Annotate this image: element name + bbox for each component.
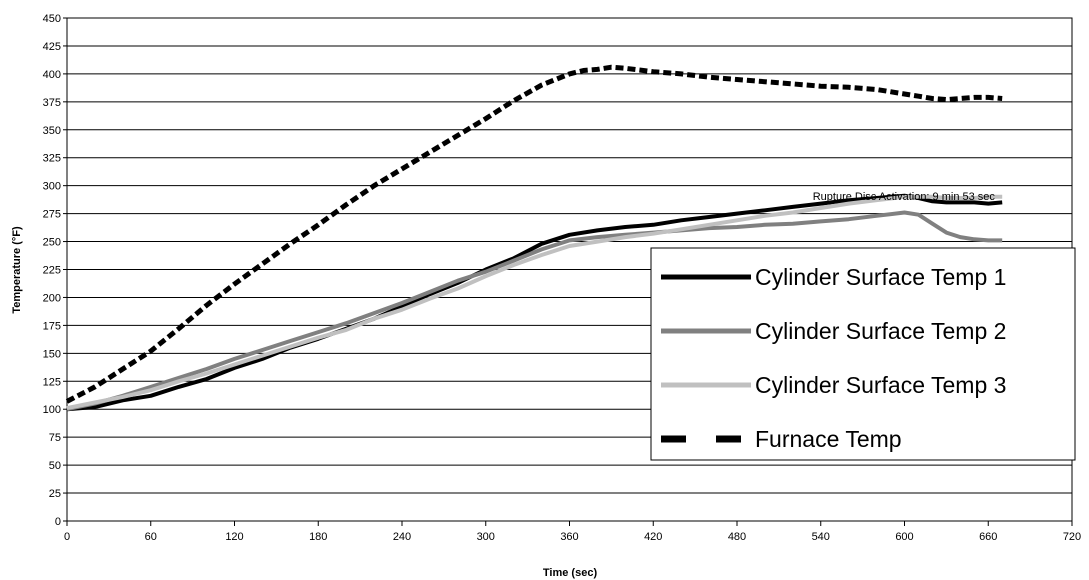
y-tick-label: 125: [43, 376, 61, 388]
y-tick-label: 300: [43, 181, 61, 193]
y-tick-label: 150: [43, 348, 61, 360]
x-tick-label: 240: [393, 531, 411, 543]
x-tick-label: 480: [728, 531, 746, 543]
series-line-2: [66, 210, 1003, 412]
legend-label-4: Furnace Temp: [755, 426, 902, 452]
x-axis: 0 60 120 180 240 300 360 420 480 540 600 660 720: [64, 521, 1081, 543]
x-tick-label: 120: [225, 531, 243, 543]
x-tick-label: 600: [895, 531, 913, 543]
legend-label-1: Cylinder Surface Temp 1: [755, 264, 1006, 290]
y-axis: 0 25 50 75 100 125 150 175 200 225 250 275 300 325 350…: [43, 13, 67, 528]
y-tick-label: 425: [43, 41, 61, 53]
y-tick-label: 200: [43, 292, 61, 304]
legend-box: [650, 247, 1076, 461]
y-tick-label: 250: [43, 237, 61, 249]
x-tick-label: 660: [979, 531, 997, 543]
series-line-4: [65, 64, 1003, 404]
y-tick-label: 50: [49, 460, 61, 472]
series-line-3: [66, 194, 1003, 411]
y-tick-label: 175: [43, 320, 61, 332]
y-tick-label: 350: [43, 125, 61, 137]
x-tick-label: 60: [145, 531, 157, 543]
legend-label-2: Cylinder Surface Temp 2: [755, 318, 1006, 344]
x-tick-label: 300: [477, 531, 495, 543]
y-tick-label: 400: [43, 69, 61, 81]
y-tick-label: 75: [49, 432, 61, 444]
y-tick-label: 275: [43, 209, 61, 221]
x-tick-label: 720: [1063, 531, 1081, 543]
y-tick-label: 375: [43, 97, 61, 109]
y-tick-label: 0: [55, 516, 61, 528]
x-axis-title: Time (sec): [543, 567, 598, 579]
annotation-rupture-disc: Rupture Disc Activation: 9 min 53 sec: [813, 191, 996, 203]
y-tick-label: 325: [43, 153, 61, 165]
x-tick-label: 420: [644, 531, 662, 543]
y-tick-label: 100: [43, 404, 61, 416]
x-tick-label: 180: [309, 531, 327, 543]
x-tick-label: 0: [64, 531, 70, 543]
y-tick-label: 225: [43, 265, 61, 277]
x-tick-label: 360: [560, 531, 578, 543]
y-axis-title: Temperature (°F): [11, 226, 23, 314]
series-layer: [65, 64, 1003, 412]
legend-label-3: Cylinder Surface Temp 3: [755, 372, 1006, 398]
y-tick-label: 25: [49, 488, 61, 500]
legend: Cylinder Surface Temp 1 Cylinder Surface …: [650, 247, 1076, 461]
x-tick-label: 540: [812, 531, 830, 543]
y-tick-label: 450: [43, 13, 61, 25]
